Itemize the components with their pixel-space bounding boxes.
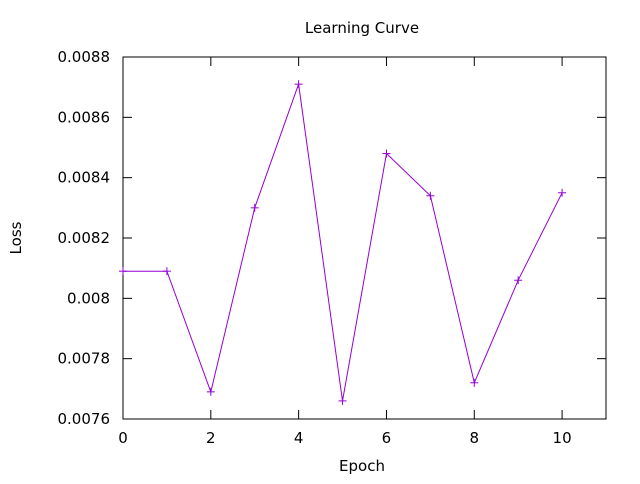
- x-tick-label: 4: [294, 429, 304, 447]
- y-axis: 0.0076 0.0078 0.008 0.0082 0.0084 0.0086 0.008…: [58, 48, 606, 428]
- y-tick-label: 0.0076: [58, 410, 111, 428]
- data-point: [382, 149, 391, 158]
- x-tick-label: 6: [382, 429, 392, 447]
- y-axis-label: Loss: [7, 221, 25, 254]
- x-tick-label: 8: [469, 429, 479, 447]
- data-point: [119, 267, 127, 276]
- plot-area-frame: [122, 56, 607, 420]
- data-point: [250, 203, 259, 212]
- y-tick-label: 0.0084: [58, 169, 111, 187]
- loss-series-line: [123, 83, 563, 401]
- x-tick-label: 2: [206, 429, 216, 447]
- y-tick-label: 0.0086: [58, 108, 111, 126]
- data-point: [206, 387, 215, 396]
- data-point: [514, 276, 523, 285]
- x-axis: 0 2 4 6 8 10: [118, 57, 572, 447]
- data-point: [162, 267, 171, 276]
- x-axis-label: Epoch: [339, 457, 385, 475]
- y-tick-label: 0.008: [67, 289, 110, 307]
- chart-title: Learning Curve: [305, 19, 419, 37]
- y-tick-label: 0.0082: [58, 229, 111, 247]
- x-tick-label: 10: [553, 429, 572, 447]
- data-point: [470, 378, 479, 387]
- y-tick-label: 0.0078: [58, 350, 111, 368]
- data-point: [558, 188, 567, 197]
- y-tick-label: 0.0088: [58, 48, 111, 66]
- x-tick-label: 0: [118, 429, 128, 447]
- data-point: [294, 80, 303, 89]
- data-point: [338, 396, 347, 405]
- series-layer: [119, 80, 567, 405]
- data-point: [426, 191, 435, 200]
